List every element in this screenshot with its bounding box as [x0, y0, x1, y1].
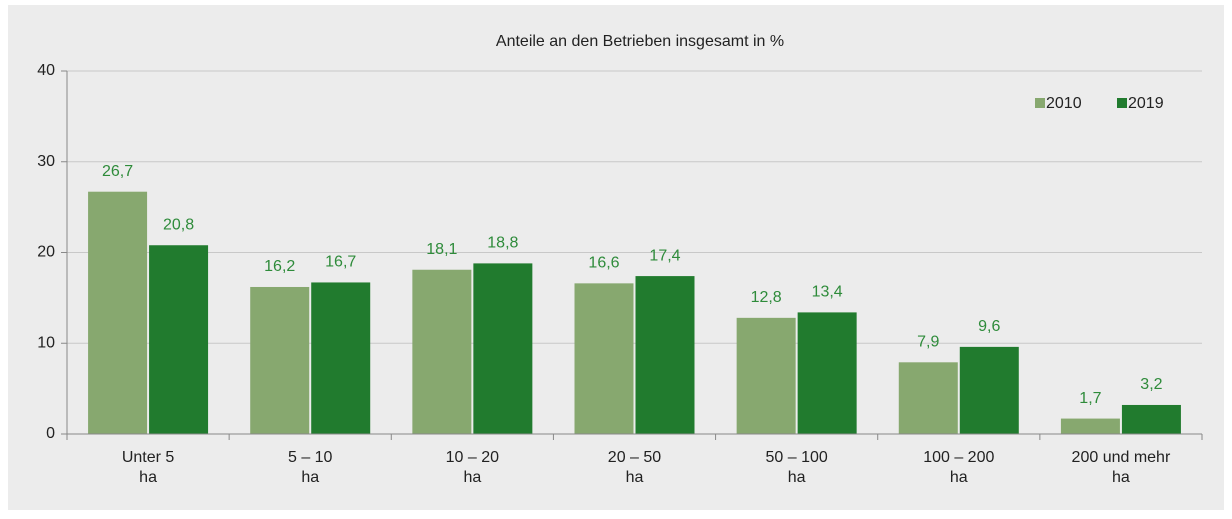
bar [736, 317, 796, 434]
value-label: 16,6 [588, 255, 619, 272]
value-label: 12,8 [751, 289, 782, 306]
value-label: 20,8 [163, 216, 194, 233]
y-tick-label: 0 [46, 425, 55, 442]
bar [311, 282, 371, 434]
value-label: 3,2 [1140, 376, 1162, 393]
x-tick-label: 5 – 10 [288, 449, 333, 466]
bar [149, 245, 209, 434]
value-label: 26,7 [102, 163, 133, 180]
value-label: 13,4 [812, 284, 843, 301]
bar [250, 286, 310, 434]
x-tick-label: 10 – 20 [446, 449, 499, 466]
y-tick-label: 20 [37, 244, 55, 261]
value-label: 17,4 [649, 247, 680, 264]
bar [473, 263, 533, 434]
x-tick-label: 20 – 50 [608, 449, 661, 466]
x-tick-label: 200 und mehr [1072, 449, 1171, 466]
bar [898, 362, 958, 434]
y-tick-label: 10 [37, 334, 55, 351]
x-tick-label: ha [788, 469, 806, 486]
x-tick-label: Unter 5 [122, 449, 175, 466]
bar [412, 269, 472, 434]
value-label: 9,6 [978, 318, 1000, 335]
chart-title: Anteile an den Betrieben insgesamt in % [496, 33, 784, 50]
x-tick-label: ha [301, 469, 319, 486]
legend-label: 2019 [1128, 95, 1164, 112]
value-label: 7,9 [917, 334, 939, 351]
bar [797, 312, 857, 434]
value-label: 18,1 [426, 241, 457, 258]
y-tick-label: 40 [37, 62, 55, 79]
legend-swatch [1035, 98, 1045, 108]
x-tick-label: ha [463, 469, 481, 486]
legend-label: 2010 [1046, 95, 1082, 112]
legend-swatch [1117, 98, 1127, 108]
x-tick-label: 100 – 200 [923, 449, 994, 466]
x-tick-label: ha [1112, 469, 1130, 486]
x-tick-label: ha [139, 469, 157, 486]
bar [1121, 404, 1181, 434]
y-tick-label: 30 [37, 153, 55, 170]
value-label: 16,7 [325, 254, 356, 271]
x-tick-label: 50 – 100 [766, 449, 828, 466]
x-tick-label: ha [626, 469, 644, 486]
bar [88, 191, 148, 434]
value-label: 16,2 [264, 258, 295, 275]
value-label: 18,8 [487, 235, 518, 252]
x-tick-label: ha [950, 469, 968, 486]
bar [1060, 418, 1120, 434]
value-label: 1,7 [1079, 390, 1101, 407]
bar [574, 283, 634, 434]
bar [959, 346, 1019, 434]
bar [635, 276, 695, 434]
